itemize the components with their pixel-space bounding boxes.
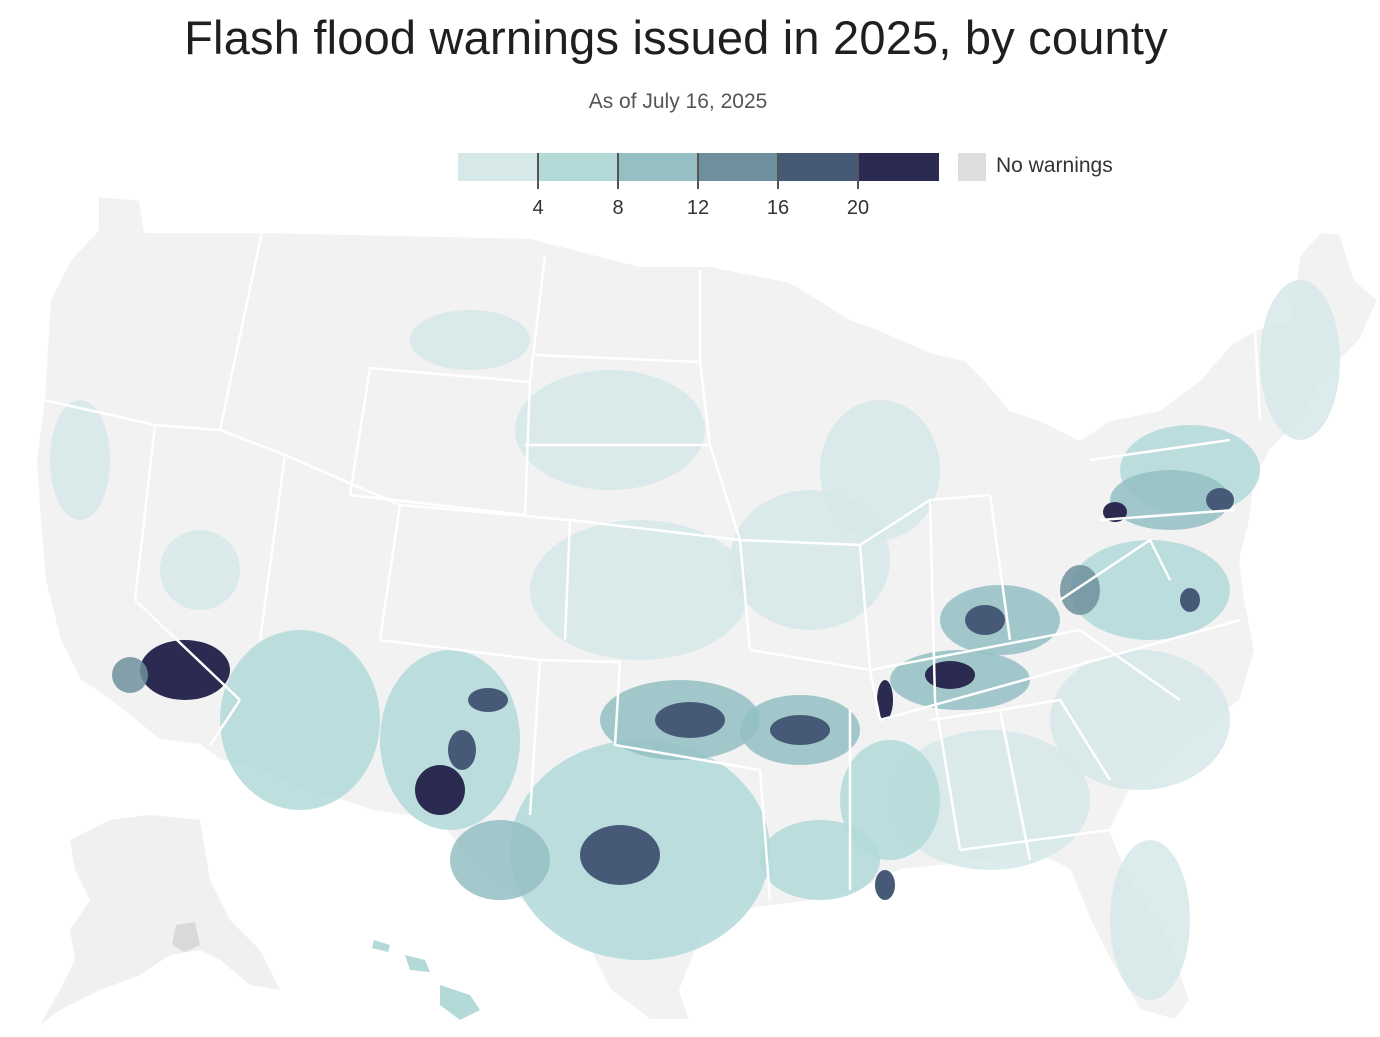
- region-florida: [1110, 840, 1190, 1000]
- region-nm-south: [415, 765, 465, 815]
- legend-tick-label-4: 16: [766, 197, 790, 219]
- region-west-virginia: [1060, 565, 1100, 615]
- legend-tick-label-2: 8: [612, 197, 624, 219]
- alaska-land: [40, 815, 280, 1025]
- legend-tick-label-1: 4: [532, 197, 544, 219]
- region-memphis: [877, 680, 893, 720]
- region-montana-plains: [410, 310, 530, 370]
- region-oklahoma-core: [655, 702, 725, 738]
- region-great-lakes: [820, 400, 940, 540]
- region-texas-hill: [580, 825, 660, 885]
- region-pennsylvania: [1110, 470, 1230, 530]
- hawaii-islands: [372, 940, 480, 1020]
- legend-tick-2: [617, 153, 619, 189]
- region-upper-midwest: [515, 370, 705, 490]
- chart-subtitle: As of July 16, 2025: [588, 90, 768, 113]
- legend-tick-1: [537, 153, 539, 189]
- legend-tick-3: [697, 153, 699, 189]
- region-mississippi: [840, 740, 940, 860]
- region-southern-california: [140, 640, 230, 700]
- region-california-north: [50, 400, 110, 520]
- region-nm-central: [448, 730, 476, 770]
- region-tennessee-core: [925, 661, 975, 689]
- alaska-warning-area: [172, 922, 200, 952]
- region-west-texas: [450, 820, 550, 900]
- region-arkansas-core: [770, 715, 830, 745]
- legend-bin-4: [698, 153, 778, 181]
- legend-tick-4: [777, 153, 779, 189]
- region-kentucky-core: [965, 605, 1005, 635]
- legend-tick-5: [857, 153, 859, 189]
- warning-regions: [50, 280, 1340, 1000]
- region-pa-west: [1103, 502, 1127, 522]
- legend-bin-5: [778, 153, 858, 181]
- region-nm-north: [468, 688, 508, 712]
- legend-bin-3: [618, 153, 698, 181]
- region-nevada: [160, 530, 240, 610]
- region-va-core: [1180, 588, 1200, 612]
- state-borders: [43, 231, 1262, 901]
- region-virginia: [1070, 540, 1230, 640]
- legend-tick-label-5: 20: [846, 197, 870, 219]
- region-southeast: [890, 730, 1090, 870]
- legend-bin-1: [458, 153, 538, 181]
- no-warnings-swatch: [958, 153, 986, 181]
- legend-tick-label-3: 12: [686, 197, 710, 219]
- chart-title: Flash flood warnings issued in 2025, by …: [184, 11, 1168, 64]
- region-pa-east: [1206, 488, 1234, 512]
- region-arizona: [220, 630, 380, 810]
- legend-bin-6: [858, 153, 939, 181]
- region-great-plains: [530, 520, 750, 660]
- region-new-england: [1260, 280, 1340, 440]
- region-louisiana-core: [875, 870, 895, 900]
- region-la-coast: [112, 657, 148, 693]
- legend-bin-2: [538, 153, 618, 181]
- no-warnings-label: No warnings: [996, 154, 1113, 177]
